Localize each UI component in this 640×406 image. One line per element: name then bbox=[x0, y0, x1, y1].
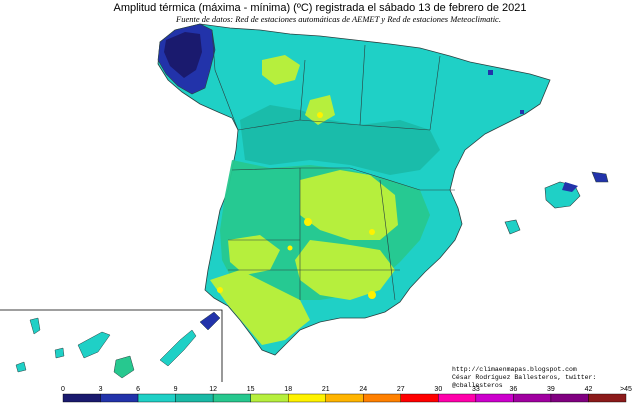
legend-label: 9 bbox=[174, 386, 178, 393]
legend-swatch bbox=[175, 393, 214, 403]
color-scale-legend: 0 3 6 9 12 15 18 21 24 27 30 33 36 39 42 >45 bbox=[61, 386, 632, 403]
island-mallorca-cold bbox=[562, 182, 578, 192]
legend-label: 36 bbox=[510, 386, 518, 393]
hot-spot bbox=[317, 112, 323, 118]
legend-label: 12 bbox=[209, 386, 217, 393]
island-gran-canaria bbox=[113, 355, 135, 379]
hot-spot bbox=[304, 218, 312, 226]
legend-label: 33 bbox=[472, 386, 480, 393]
zone-hot-ebro bbox=[305, 95, 335, 125]
legend-label: 27 bbox=[397, 386, 405, 393]
legend-swatch bbox=[62, 393, 101, 403]
legend-label: 3 bbox=[99, 386, 103, 393]
legend-label: 15 bbox=[247, 386, 255, 393]
zone-coldest-galicia bbox=[164, 32, 202, 78]
map-title: Amplitud térmica (máxima - mínima) (ºC) … bbox=[113, 2, 527, 14]
island-ibiza bbox=[504, 219, 521, 235]
cold-spot bbox=[488, 70, 493, 75]
zone-mid-north bbox=[240, 105, 440, 175]
credits-url: http://climaenmapas.blogspot.com bbox=[452, 366, 577, 373]
canary-inset-frame bbox=[0, 309, 223, 382]
hot-spot bbox=[368, 291, 376, 299]
zone-hot-andalucia bbox=[210, 270, 310, 345]
island-fuerteventura bbox=[159, 329, 197, 367]
legend-label: 42 bbox=[585, 386, 593, 393]
legend-swatch bbox=[212, 393, 251, 403]
legend-swatch bbox=[400, 393, 439, 403]
legend-label: 30 bbox=[434, 386, 442, 393]
legend-swatch bbox=[100, 393, 139, 403]
thermal-amplitude-map bbox=[0, 23, 609, 382]
island-menorca bbox=[591, 171, 609, 183]
legend-swatch bbox=[513, 393, 552, 403]
legend-swatch bbox=[288, 393, 326, 403]
legend-label: 6 bbox=[136, 386, 140, 393]
legend-swatch bbox=[137, 393, 176, 403]
region-borders bbox=[211, 29, 455, 301]
legend-label: 18 bbox=[284, 386, 292, 393]
hot-spot bbox=[369, 229, 375, 235]
legend-label: >45 bbox=[620, 386, 632, 393]
legend-swatch bbox=[438, 393, 477, 403]
credits-author: César Rodríguez Ballesteros, twitter: @c… bbox=[452, 374, 597, 389]
legend-label: 21 bbox=[322, 386, 330, 393]
island-la-gomera bbox=[54, 347, 65, 359]
zone-hot-castilla bbox=[300, 170, 398, 240]
hot-spot bbox=[287, 245, 293, 251]
legend-swatch bbox=[250, 393, 289, 403]
island-tenerife bbox=[77, 331, 111, 359]
cold-spot bbox=[520, 110, 524, 114]
legend-swatch bbox=[475, 393, 514, 403]
legend-label: 39 bbox=[547, 386, 555, 393]
legend-swatch bbox=[588, 393, 627, 403]
island-el-hierro bbox=[15, 361, 27, 373]
island-lanzarote bbox=[199, 311, 221, 331]
legend-label: 24 bbox=[359, 386, 367, 393]
legend-swatch bbox=[550, 393, 589, 403]
hot-spot bbox=[217, 287, 223, 293]
zone-hot-extremadura bbox=[228, 235, 280, 275]
legend-label: 0 bbox=[61, 386, 65, 393]
zone-hot-north bbox=[262, 55, 300, 85]
legend-swatch bbox=[325, 393, 364, 403]
legend-swatch bbox=[363, 393, 401, 403]
credits: http://climaenmapas.blogspot.com César R… bbox=[452, 366, 640, 390]
map-subtitle: Fuente de datos: Red de estaciones autom… bbox=[176, 14, 501, 24]
island-la-palma bbox=[29, 317, 41, 335]
